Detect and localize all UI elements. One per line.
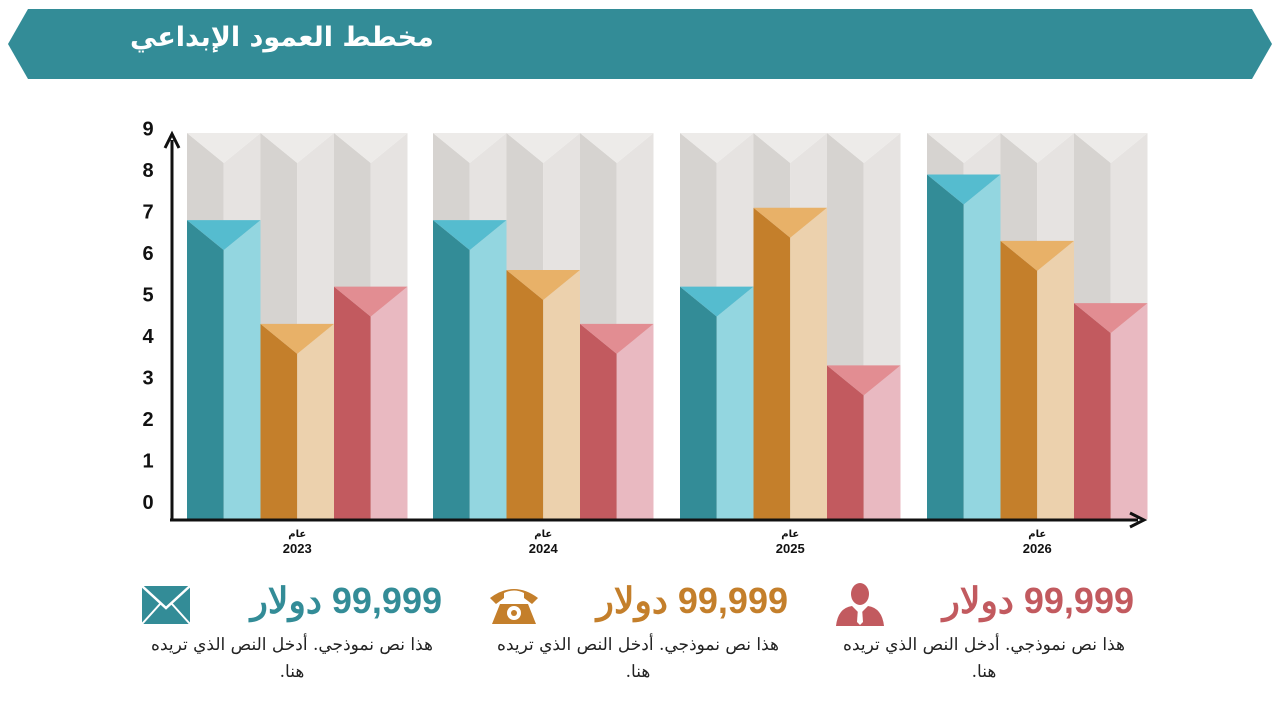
y-tick-label: 9 — [142, 118, 153, 140]
stat-card-red: 99,999 دولار هذا نص نموذجي. أدخل النص ال… — [834, 578, 1134, 698]
y-tick-label: 6 — [142, 243, 153, 265]
y-tick-label: 8 — [142, 160, 153, 182]
header-banner-shape — [8, 9, 1272, 79]
bar-teal-2024 — [433, 220, 507, 519]
stat-value: 99,999 دولار — [250, 580, 442, 621]
bar-teal-2025 — [680, 286, 754, 519]
x-tick-label: 2025 — [776, 541, 805, 556]
stat-card-teal: 99,999 دولار هذا نص نموذجي. أدخل النص ال… — [142, 578, 442, 698]
x-axis-arrow — [1129, 511, 1148, 529]
bar-teal-2026 — [927, 174, 1001, 519]
y-tick-label: 1 — [142, 450, 153, 472]
y-tick-label: 5 — [142, 284, 153, 306]
x-tick-label: 2023 — [283, 541, 312, 556]
x-label-prefix: عام — [781, 529, 799, 540]
stat-value: 99,999 دولار — [596, 580, 788, 621]
header-banner — [8, 9, 1272, 79]
stat-card-orange: 99,999 دولار هذا نص نموذجي. أدخل النص ال… — [488, 578, 788, 698]
x-tick-label: 2024 — [529, 541, 559, 556]
envelope-icon — [142, 585, 191, 625]
x-tick-label: 2026 — [1023, 541, 1052, 556]
x-label-prefix: عام — [288, 529, 306, 540]
x-label-prefix: عام — [1028, 529, 1046, 540]
y-tick-label: 7 — [142, 201, 153, 223]
y-tick-label: 0 — [142, 492, 153, 514]
bar-red-2023 — [334, 286, 408, 519]
y-tick-label: 3 — [142, 367, 153, 389]
stat-description: هذا نص نموذجي. أدخل النص الذي تريده هنا. — [497, 635, 779, 682]
bar-red-2025 — [827, 365, 901, 519]
bar-orange-2024 — [506, 269, 580, 519]
y-axis-arrow — [163, 130, 181, 149]
bar-orange-2023 — [260, 323, 334, 519]
bar-orange-2026 — [1000, 240, 1074, 519]
stat-header: 99,999 دولار — [834, 578, 1134, 628]
stat-header: 99,999 دولار — [142, 578, 442, 628]
bar-red-2024 — [580, 323, 654, 519]
stat-description: هذا نص نموذجي. أدخل النص الذي تريده هنا. — [843, 635, 1125, 682]
x-label-prefix: عام — [534, 529, 552, 540]
y-tick-label: 4 — [142, 326, 154, 348]
bar-orange-2025 — [753, 207, 827, 520]
stat-value: 99,999 دولار — [942, 580, 1134, 621]
bar-teal-2023 — [187, 220, 261, 519]
bar-red-2026 — [1074, 303, 1148, 519]
stat-description: هذا نص نموذجي. أدخل النص الذي تريده هنا. — [151, 635, 433, 682]
stat-header: 99,999 دولار — [488, 578, 788, 628]
telephone-icon — [490, 589, 538, 624]
businessman-icon — [836, 583, 884, 626]
page-title: مخطط العمود الإبداعي — [130, 22, 434, 53]
y-tick-label: 2 — [142, 409, 153, 431]
